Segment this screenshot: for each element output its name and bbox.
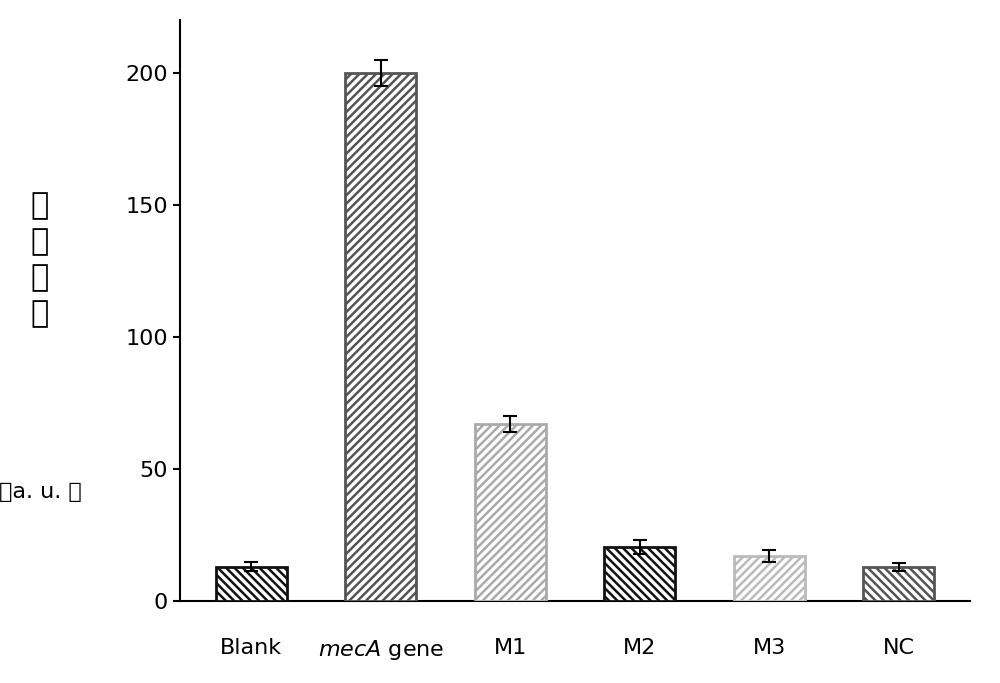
Text: M1: M1	[494, 638, 527, 658]
Bar	[863, 567, 934, 601]
Text: NC: NC	[883, 638, 915, 658]
Text: Blank: Blank	[220, 638, 282, 658]
Bar	[345, 73, 416, 601]
Text: M2: M2	[623, 638, 656, 658]
Text: M3: M3	[753, 638, 786, 658]
Text: （a. u. ）: （a. u. ）	[0, 482, 81, 502]
Text: $\mathit{mecA}$ gene: $\mathit{mecA}$ gene	[318, 638, 444, 662]
Text: 荧
光
强
度: 荧 光 强 度	[31, 191, 49, 328]
Bar	[604, 547, 675, 601]
Bar	[734, 556, 805, 601]
Bar	[216, 567, 287, 601]
Bar	[475, 424, 546, 601]
